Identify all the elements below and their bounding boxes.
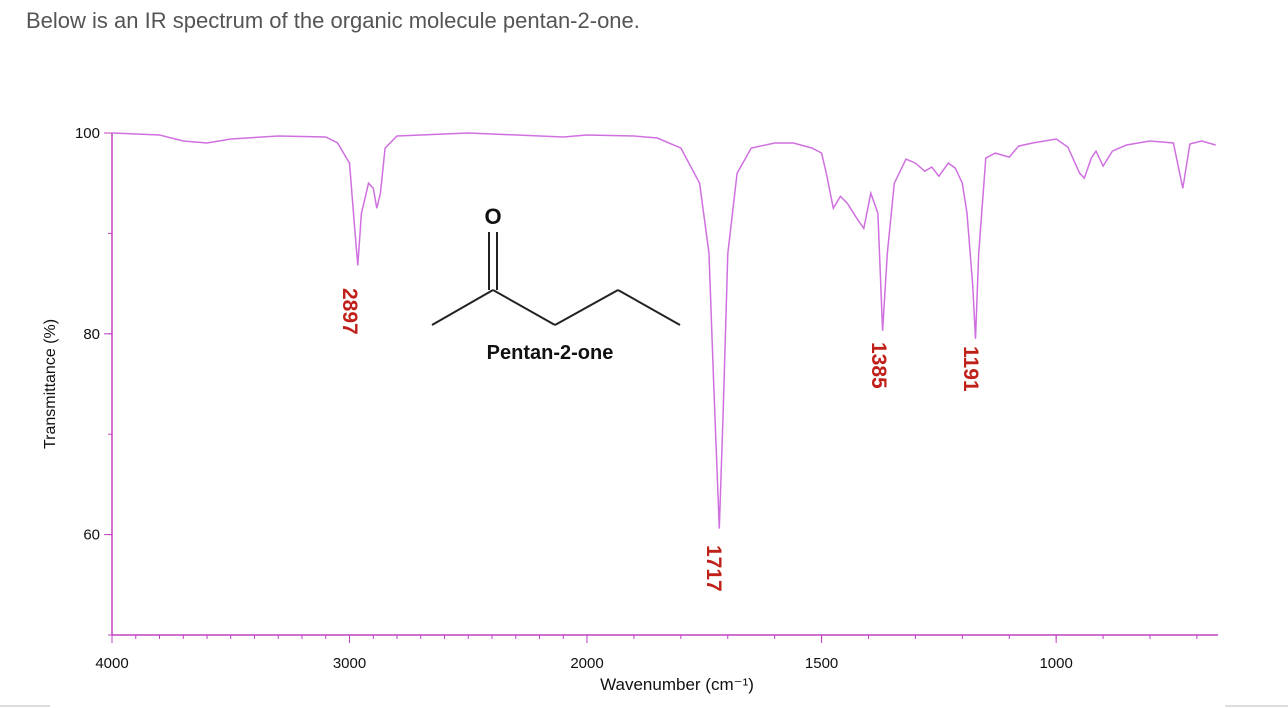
bond: [617, 289, 681, 326]
y-tick-label: 100: [75, 125, 100, 142]
peak-annotation: 2897: [338, 288, 361, 335]
spectrum-line: [111, 132, 1216, 529]
x-tick-label: 1000: [1039, 655, 1072, 672]
molecule-label: Pentan-2-one: [487, 342, 614, 364]
x-tick-label: 2000: [570, 655, 603, 672]
x-tick-label: 3000: [333, 655, 366, 672]
peak-annotation: 1191: [959, 346, 982, 392]
bond: [554, 289, 619, 326]
molecule: [431, 232, 681, 326]
atom-label: O: [484, 204, 501, 229]
y-tick-label: 80: [83, 326, 100, 343]
x-axis-label: Wavenumber (cm⁻¹): [600, 675, 754, 694]
bond: [431, 289, 494, 326]
peak-annotation: 1717: [702, 545, 725, 592]
peak-annotation: 1385: [867, 342, 890, 389]
x-tick-label: 4000: [95, 655, 128, 672]
intro-text: Below is an IR spectrum of the organic m…: [26, 8, 640, 33]
bond: [492, 289, 556, 326]
y-tick-label: 60: [83, 527, 100, 544]
y-axis-label: Transmittance (%): [42, 319, 59, 449]
x-tick-label: 1500: [805, 655, 838, 672]
